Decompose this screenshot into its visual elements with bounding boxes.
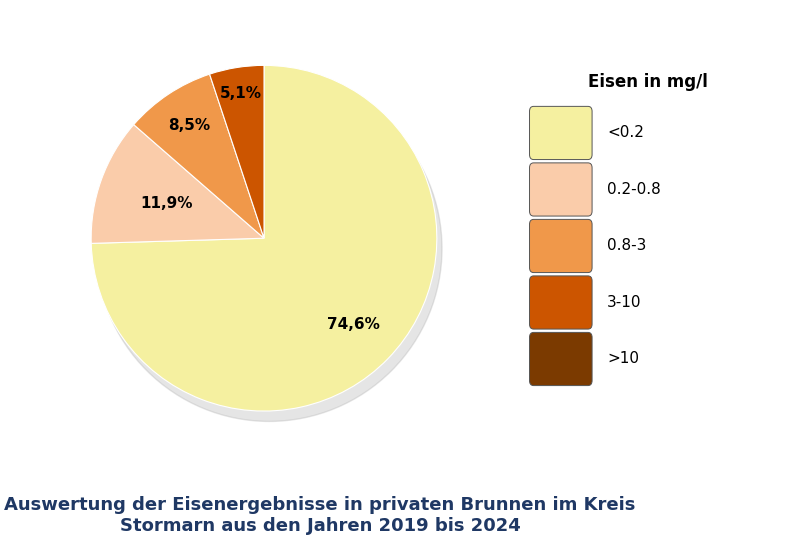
FancyBboxPatch shape xyxy=(530,163,592,216)
Wedge shape xyxy=(91,125,264,243)
Text: <0.2: <0.2 xyxy=(607,125,644,141)
Text: Auswertung der Eisenergebnisse in privaten Brunnen im Kreis
Stormarn aus den Jah: Auswertung der Eisenergebnisse in privat… xyxy=(4,496,636,535)
Text: 74,6%: 74,6% xyxy=(327,317,380,332)
Wedge shape xyxy=(210,65,264,238)
FancyBboxPatch shape xyxy=(530,332,592,386)
Text: 0.2-0.8: 0.2-0.8 xyxy=(607,182,661,197)
FancyBboxPatch shape xyxy=(530,106,592,160)
Wedge shape xyxy=(134,74,264,238)
Text: 3-10: 3-10 xyxy=(607,295,642,310)
Text: 0.8-3: 0.8-3 xyxy=(607,238,646,254)
Text: 8,5%: 8,5% xyxy=(168,119,210,134)
Text: 11,9%: 11,9% xyxy=(140,196,193,211)
Wedge shape xyxy=(91,65,437,411)
FancyBboxPatch shape xyxy=(530,219,592,273)
FancyBboxPatch shape xyxy=(530,276,592,329)
Ellipse shape xyxy=(96,76,442,422)
Text: >10: >10 xyxy=(607,351,639,367)
Text: 5,1%: 5,1% xyxy=(219,86,262,101)
Text: Eisen in mg/l: Eisen in mg/l xyxy=(588,73,708,91)
